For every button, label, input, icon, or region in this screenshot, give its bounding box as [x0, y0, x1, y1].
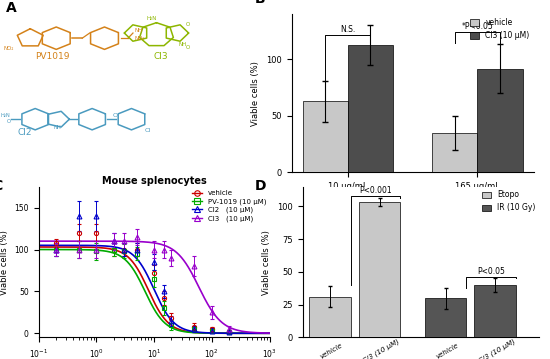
Text: O: O [186, 22, 190, 27]
Text: C: C [0, 179, 3, 193]
Bar [432, 133, 477, 172]
Text: H₂N: H₂N [146, 16, 157, 21]
Text: P<0.001: P<0.001 [359, 186, 392, 195]
Text: NH: NH [54, 125, 62, 130]
Text: Cl3 (10 μM): Cl3 (10 μM) [362, 338, 400, 359]
Bar [309, 297, 351, 337]
Y-axis label: Viable cells (%): Viable cells (%) [0, 230, 9, 294]
Text: PV1019: PV1019 [35, 52, 70, 61]
Text: P<0.05: P<0.05 [477, 267, 505, 276]
Text: Cl3: Cl3 [154, 52, 169, 61]
Legend: vehicle, Cl3 (10 μM): vehicle, Cl3 (10 μM) [470, 18, 530, 40]
Legend: vehicle, PV-1019 (10 μM), Cl2   (10 μM), Cl3   (10 μM): vehicle, PV-1019 (10 μM), Cl2 (10 μM), C… [191, 190, 266, 222]
Text: Cl: Cl [144, 128, 151, 133]
Title: Mouse splenocytes: Mouse splenocytes [102, 176, 206, 186]
Text: Cl2: Cl2 [18, 128, 32, 137]
Text: O: O [186, 45, 190, 50]
Legend: Etopo, IR (10 Gy): Etopo, IR (10 Gy) [482, 191, 535, 212]
X-axis label: Etoposide: Etoposide [388, 197, 437, 206]
Bar [425, 298, 466, 337]
Bar [477, 69, 522, 172]
Text: D: D [255, 179, 267, 193]
Text: *P<0.05: *P<0.05 [461, 22, 493, 31]
Text: B: B [255, 0, 266, 6]
Bar [474, 285, 516, 337]
Text: NO₂: NO₂ [4, 46, 14, 51]
Text: NH₂: NH₂ [134, 36, 145, 41]
Text: A: A [6, 1, 16, 15]
Y-axis label: Viable cells (%): Viable cells (%) [251, 61, 261, 126]
Bar [359, 202, 400, 337]
Bar [302, 101, 348, 172]
Bar [348, 45, 393, 172]
Text: O: O [7, 118, 10, 123]
Text: Cl3 (10 μM): Cl3 (10 μM) [477, 338, 516, 359]
Y-axis label: Viable cells (%): Viable cells (%) [262, 230, 272, 294]
Text: O: O [112, 113, 117, 118]
Text: NH: NH [179, 42, 187, 47]
Text: N.S.: N.S. [340, 24, 355, 33]
Text: vehicle: vehicle [319, 342, 344, 359]
Text: H₂N: H₂N [0, 113, 10, 118]
Text: NH: NH [134, 28, 142, 33]
Text: vehicle: vehicle [434, 342, 459, 359]
